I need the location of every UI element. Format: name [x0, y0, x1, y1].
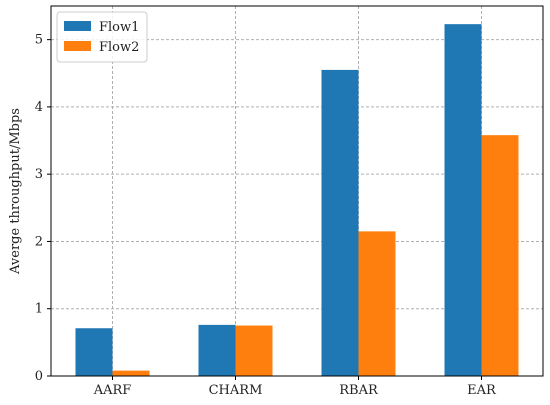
y-axis-label: Averge throughput/Mbps — [8, 108, 23, 275]
bars — [75, 24, 519, 377]
bar-flow1-ear — [444, 24, 482, 377]
x-tick-label: AARF — [93, 383, 132, 398]
bar-flow2-aarf — [112, 370, 150, 376]
y-tick-label: 4 — [35, 100, 43, 115]
bar-flow2-rbar — [358, 231, 396, 376]
y-tick-label: 2 — [35, 234, 43, 249]
y-tick-label: 0 — [35, 369, 43, 384]
y-tick-label: 1 — [35, 302, 43, 317]
legend: Flow1 Flow2 — [56, 11, 148, 63]
y-tick-label: 5 — [35, 33, 43, 48]
legend-swatch-flow1 — [64, 21, 91, 31]
x-tick-label: CHARM — [209, 383, 263, 398]
y-tick-label: 3 — [35, 167, 43, 182]
bar-flow1-charm — [198, 324, 236, 376]
legend-label-flow1: Flow1 — [99, 20, 139, 35]
x-tick-label: EAR — [467, 383, 497, 398]
x-tick-label: RBAR — [339, 383, 379, 398]
bar-flow2-ear — [481, 135, 519, 376]
bar-flow1-aarf — [75, 328, 113, 376]
x-axis: AARF CHARM RBAR EAR — [93, 376, 497, 398]
legend-swatch-flow2 — [64, 41, 91, 51]
legend-label-flow2: Flow2 — [99, 40, 139, 55]
bar-flow2-charm — [235, 325, 273, 376]
plot-frame — [50, 5, 544, 377]
bar-flow1-rbar — [321, 69, 359, 376]
y-axis: 0 1 2 3 4 5 — [35, 33, 51, 384]
